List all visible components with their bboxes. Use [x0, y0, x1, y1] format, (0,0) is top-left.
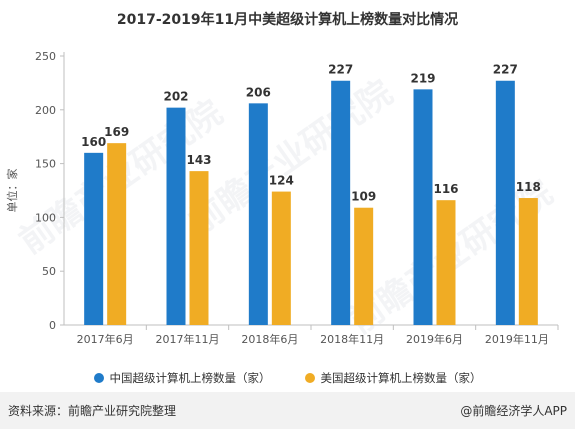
legend-label-usa: 美国超级计算机上榜数量（家）	[320, 371, 482, 385]
brand-text: @前瞻经济学人APP	[460, 404, 567, 418]
data-label: 118	[516, 180, 541, 194]
bar	[107, 143, 127, 325]
legend-label-china: 中国超级计算机上榜数量（家）	[109, 371, 271, 385]
legend: 中国超级计算机上榜数量（家） 美国超级计算机上榜数量（家）	[0, 370, 575, 386]
bar	[166, 107, 186, 325]
bar	[354, 207, 374, 325]
y-tick-label: 100	[35, 211, 56, 224]
y-tick-label: 0	[49, 319, 56, 332]
legend-swatch-usa	[304, 373, 315, 383]
x-tick-label: 2019年6月	[406, 332, 463, 346]
legend-item-usa: 美国超级计算机上榜数量（家）	[304, 370, 482, 386]
data-label: 109	[351, 190, 376, 204]
y-tick-label: 250	[35, 50, 56, 63]
bar	[271, 191, 291, 325]
bar	[518, 198, 538, 325]
legend-item-china: 中国超级计算机上榜数量（家）	[93, 370, 271, 386]
bar	[189, 171, 209, 325]
data-label: 160	[81, 135, 106, 149]
data-label: 227	[493, 63, 518, 77]
bar	[84, 152, 104, 325]
legend-swatch-china	[93, 373, 104, 383]
x-tick-label: 2017年11月	[156, 332, 220, 346]
bar	[436, 200, 456, 325]
bar	[495, 80, 515, 325]
data-label: 124	[269, 174, 294, 188]
data-label: 227	[328, 63, 353, 77]
x-tick-label: 2018年6月	[241, 332, 298, 346]
source-text: 资料来源：前瞻产业研究院整理	[8, 404, 177, 418]
data-label: 169	[104, 125, 129, 139]
y-tick-label: 50	[42, 265, 56, 278]
x-tick-label: 2019年11月	[485, 332, 549, 346]
y-tick-label: 200	[35, 104, 56, 117]
footer: 资料来源：前瞻产业研究院整理 @前瞻经济学人APP	[0, 392, 575, 429]
data-label: 202	[163, 90, 188, 104]
data-label: 143	[186, 153, 211, 167]
bar	[248, 103, 268, 326]
chart-title: 2017-2019年11月中美超级计算机上榜数量对比情况	[116, 12, 459, 28]
data-label: 219	[410, 71, 435, 85]
x-tick-label: 2017年6月	[77, 332, 134, 346]
y-axis-label: 单位：家	[5, 169, 19, 213]
x-tick-label: 2018年11月	[320, 332, 384, 346]
y-tick-label: 150	[35, 158, 56, 171]
data-label: 206	[246, 85, 271, 99]
data-label: 116	[433, 182, 458, 196]
bar	[331, 80, 351, 325]
bar	[413, 89, 433, 325]
